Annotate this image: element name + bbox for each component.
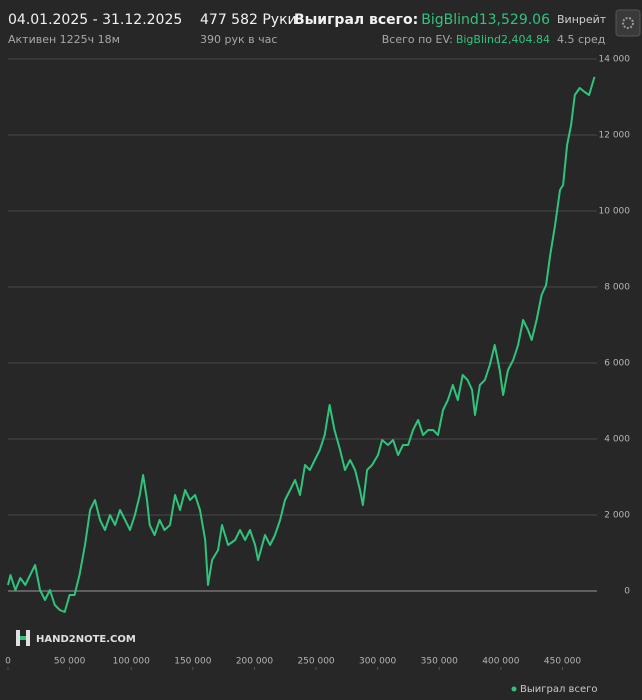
y-tick-label: 6 000: [604, 359, 630, 369]
active-time: Активен 1225ч 18м: [8, 33, 120, 46]
x-tick-label: 400 000: [482, 657, 519, 667]
hands: 477 582 Руки: [200, 12, 297, 28]
y-tick-label: 14 000: [599, 55, 631, 65]
winrate: Винрейт 4.5 сред: [557, 13, 607, 46]
series-line: [7, 76, 596, 613]
logo-mark: [20, 636, 26, 640]
date-range: 04.01.2025 - 31.12.2025: [8, 12, 182, 28]
x-tick-label: 100 000: [113, 657, 150, 667]
logo-mark: [26, 630, 30, 646]
y-tick-label: 8 000: [604, 283, 630, 293]
winrate-label: Винрейт: [557, 13, 607, 26]
x-tick-label: 350 000: [421, 657, 458, 667]
won-value: BigBlind13,529.06: [421, 12, 550, 28]
y-tick-label: 4 000: [604, 435, 630, 445]
x-tick-label: 200 000: [236, 657, 273, 667]
x-tick-label: 50 000: [54, 657, 86, 667]
y-tick-label: 10 000: [599, 207, 631, 217]
legend-marker: [511, 686, 517, 692]
settings-button[interactable]: [615, 9, 641, 37]
hands-per-hour: 390 рук в час: [200, 33, 277, 46]
gear-icon: [622, 17, 634, 29]
y-tick-label: 12 000: [599, 131, 631, 141]
x-tick-label: 0: [5, 657, 11, 667]
legend-label: Выиграл всего: [520, 684, 597, 695]
x-tick-label: 300 000: [359, 657, 396, 667]
ev-total: Всего по EV: BigBlind2,404.84: [382, 33, 550, 46]
x-tick-label: 450 000: [544, 657, 581, 667]
winrate-value: 4.5 сред: [557, 33, 606, 46]
won-total: Выиграл всего: BigBlind13,529.06: [294, 12, 550, 28]
ev-value: BigBlind2,404.84: [456, 33, 550, 46]
ev-label: Всего по EV:: [382, 33, 453, 46]
x-tick-label: 250 000: [297, 657, 334, 667]
logo: HAND2NOTE.COM: [16, 630, 136, 646]
y-tick-label: 0: [624, 587, 630, 597]
x-tick-label: 150 000: [174, 657, 211, 667]
y-tick-label: 2 000: [604, 511, 630, 521]
logo-mark: [16, 630, 20, 646]
watermark: HAND2NOTE.COM: [36, 634, 136, 645]
won-label: Выиграл всего:: [294, 12, 418, 28]
